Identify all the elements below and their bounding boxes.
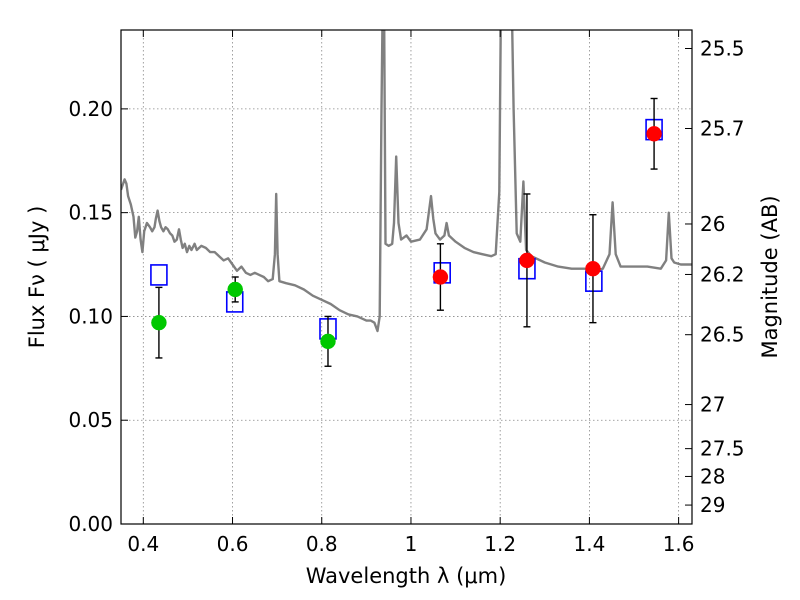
plot-background: [121, 30, 692, 524]
x-tick-label: 0.8: [306, 532, 338, 556]
y-tick-label: 0.00: [68, 512, 113, 536]
observed-point-nir: [432, 269, 449, 285]
y-tick-label: 0.20: [68, 97, 113, 121]
x-tick-label: 0.4: [127, 532, 159, 556]
observed-point-optical: [320, 333, 336, 350]
y-tick-label: 0.10: [68, 304, 113, 328]
x-tick-label: 1.4: [573, 532, 605, 556]
x-axis-label: Wavelength λ (μm): [306, 564, 507, 588]
observed-point-optical: [227, 281, 243, 298]
axes: 0.4 0.6 0.8 1 1.2 1.4 1.6 0.00 0.05 0.10 0.15 0.20 2…: [68, 30, 745, 556]
mag-tick-label: 25.5: [700, 37, 745, 61]
observed-point-nir: [519, 252, 535, 269]
mag-tick-label: 27: [700, 393, 725, 417]
observed-point-optical: [151, 314, 167, 331]
mag-tick-label: 28: [700, 464, 725, 488]
x-tick-label: 1: [405, 532, 418, 556]
mag-tick-label: 26: [700, 212, 725, 236]
y-tick-label: 0.15: [68, 201, 113, 225]
plot-frame: [120, 29, 693, 525]
y-axis-label: Flux Fν ( μJy ): [25, 206, 49, 349]
observed-point-nir: [646, 126, 662, 142]
mag-tick-label: 26.5: [700, 323, 745, 347]
mag-tick-label: 29: [700, 493, 725, 517]
mag-tick-label: 27.5: [700, 437, 745, 461]
spectrum-line: [121, 30, 692, 333]
x-tick-label: 0.6: [217, 532, 249, 556]
y-tick-label: 0.05: [68, 408, 113, 432]
mag-tick-label: 25.7: [700, 116, 745, 140]
x-tick-label: 1.2: [484, 532, 516, 556]
right-axis-label: Magnitude (AB): [758, 195, 782, 358]
plot-area: [121, 30, 692, 367]
x-tick-label: 1.6: [663, 532, 695, 556]
observed-point-nir: [585, 260, 601, 277]
model-photometry-box: [150, 264, 168, 286]
mag-tick-label: 26.2: [700, 262, 745, 286]
